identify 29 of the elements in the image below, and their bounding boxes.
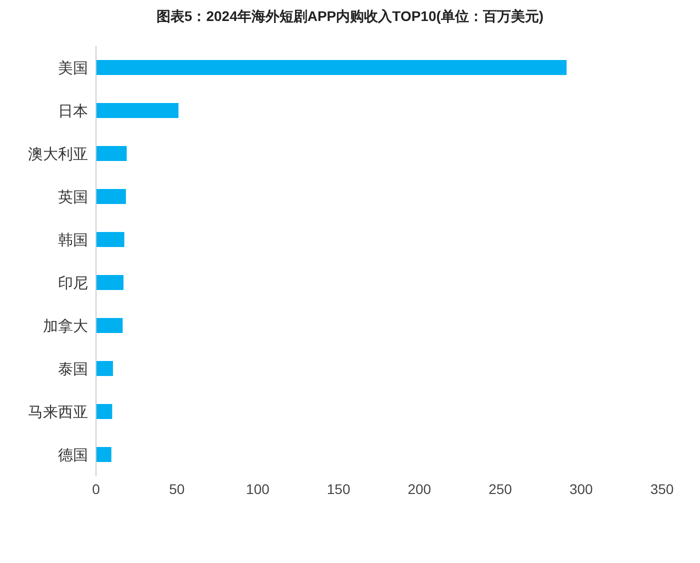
x-tick-label: 250 <box>488 480 512 497</box>
bar <box>96 232 124 247</box>
bar <box>96 103 178 118</box>
y-tick-label: 德国 <box>58 446 88 464</box>
y-tick-label: 日本 <box>58 102 88 120</box>
x-tick-label: 150 <box>326 480 350 497</box>
y-tick-label: 韩国 <box>58 232 88 249</box>
y-tick-label: 英国 <box>58 188 88 206</box>
y-tick-label: 泰国 <box>58 360 88 378</box>
x-tick-label: 100 <box>246 480 270 497</box>
x-tick-label: 300 <box>569 480 594 497</box>
bar <box>96 146 127 161</box>
y-tick-label: 澳大利亚 <box>28 146 88 163</box>
y-tick-label: 马来西亚 <box>28 404 88 421</box>
bar <box>96 447 112 462</box>
y-tick-label: 印尼 <box>58 274 88 292</box>
bar <box>96 60 567 75</box>
y-tick-label: 美国 <box>58 60 88 77</box>
bar <box>96 318 123 333</box>
x-tick-label: 0 <box>92 480 100 497</box>
chart-title: 图表5：2024年海外短剧APP内购收入TOP10(单位：百万美元) <box>155 8 545 26</box>
x-tick-label: 350 <box>650 480 674 497</box>
bar <box>96 361 113 376</box>
bar <box>96 189 126 204</box>
bar <box>96 275 124 290</box>
x-tick-label: 200 <box>408 480 432 497</box>
x-tick-label: 50 <box>169 480 185 497</box>
y-tick-label: 加拿大 <box>43 318 88 335</box>
bar <box>96 404 112 419</box>
